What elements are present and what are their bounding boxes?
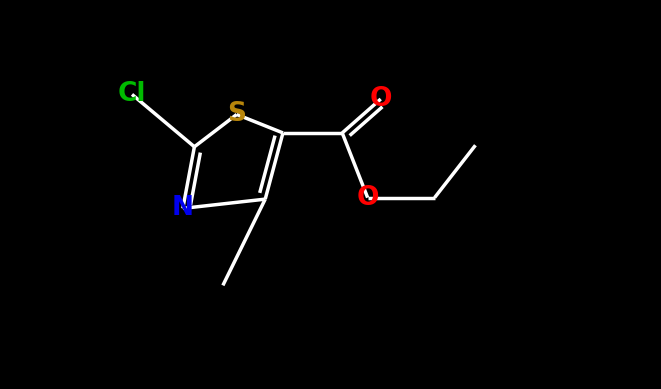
Text: S: S (227, 102, 247, 128)
Text: Cl: Cl (118, 81, 146, 107)
Text: O: O (356, 185, 379, 210)
Text: O: O (369, 86, 392, 112)
Text: N: N (172, 195, 194, 221)
